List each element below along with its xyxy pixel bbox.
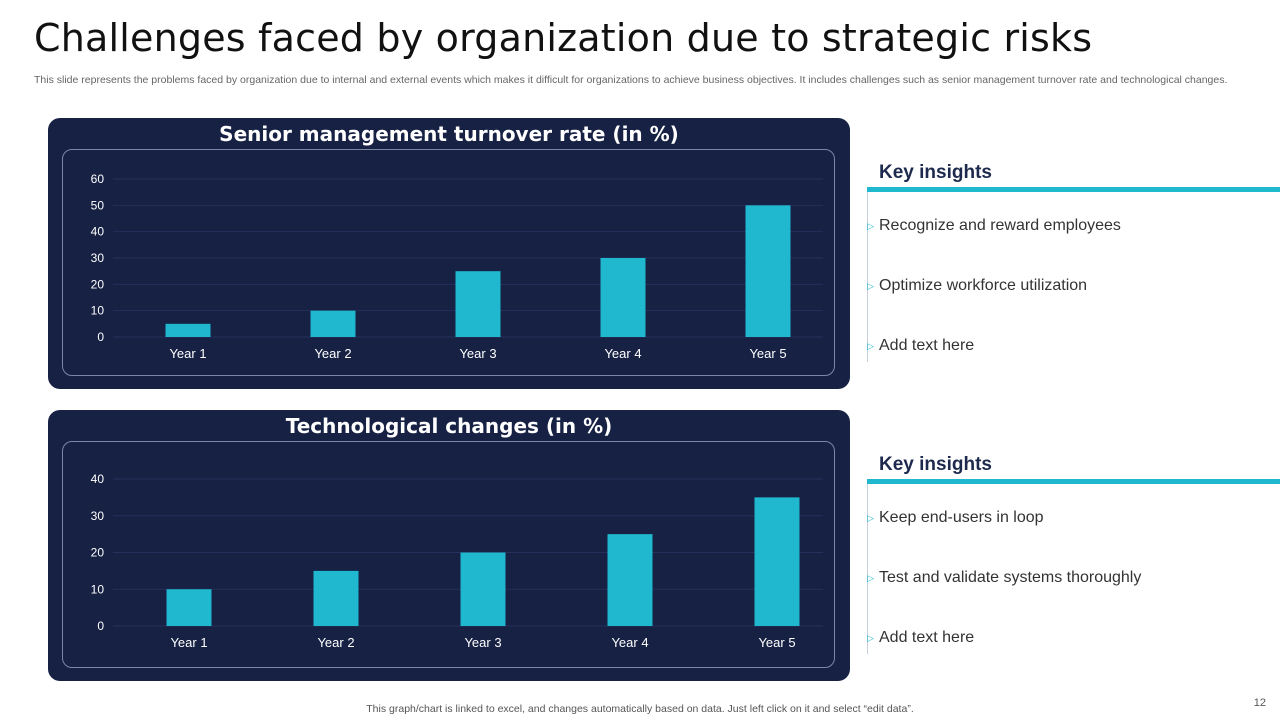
insight-text: Test and validate systems thoroughly xyxy=(879,569,1142,586)
y-tick-label: 40 xyxy=(91,472,105,486)
key-insights-turnover: Key insights ▷ Recognize and reward empl… xyxy=(867,160,1280,370)
x-tick-label: Year 3 xyxy=(464,635,501,650)
x-tick-label: Year 2 xyxy=(317,635,354,650)
insight-item: ▷ Optimize workforce utilization xyxy=(867,277,1087,295)
x-tick-label: Year 4 xyxy=(611,635,648,650)
x-tick-label: Year 3 xyxy=(459,346,496,361)
triangle-bullet-icon: ▷ xyxy=(867,341,874,351)
page-number: 12 xyxy=(1253,697,1266,709)
key-insights-technology: Key insights ▷ Keep end-users in loop ▷ … xyxy=(867,452,1280,662)
triangle-bullet-icon: ▷ xyxy=(867,633,874,643)
insights-heading: Key insights xyxy=(879,454,992,475)
triangle-bullet-icon: ▷ xyxy=(867,281,874,291)
insight-text: Add text here xyxy=(879,629,975,646)
y-tick-label: 10 xyxy=(91,304,105,318)
insight-text: Add text here xyxy=(879,337,975,354)
insight-item: ▷ Test and validate systems thoroughly xyxy=(867,569,1141,587)
y-tick-label: 20 xyxy=(91,546,105,560)
x-tick-label: Year 2 xyxy=(314,346,351,361)
x-tick-label: Year 5 xyxy=(758,635,795,650)
tech-chart-frame: 0 10 20 30 40 Year 1 Year 2 Year 3 Year 4 Year 5 xyxy=(62,441,835,668)
bar[interactable] xyxy=(745,205,791,337)
triangle-bullet-icon: ▷ xyxy=(867,513,874,523)
y-tick-label: 0 xyxy=(97,330,104,344)
insights-accent-bar xyxy=(867,479,1280,484)
y-tick-label: 30 xyxy=(91,251,105,265)
x-tick-label: Year 1 xyxy=(169,346,206,361)
bar[interactable] xyxy=(600,258,646,337)
bar[interactable] xyxy=(754,497,800,626)
x-tick-label: Year 5 xyxy=(749,346,786,361)
bar[interactable] xyxy=(455,271,501,337)
slide-title: Challenges faced by organization due to … xyxy=(34,16,1093,60)
insight-text: Recognize and reward employees xyxy=(879,217,1121,234)
bar[interactable] xyxy=(166,589,212,626)
bar[interactable] xyxy=(165,323,211,337)
turnover-chart-frame: 0 10 20 30 40 50 60 Year 1 Year 2 Year 3 Year 4 Yea… xyxy=(62,149,835,376)
insights-accent-bar xyxy=(867,187,1280,192)
x-tick-label: Year 4 xyxy=(604,346,641,361)
footer-note: This graph/chart is linked to excel, and… xyxy=(366,703,914,715)
bar[interactable] xyxy=(460,552,506,627)
y-tick-label: 0 xyxy=(97,619,104,633)
bar[interactable] xyxy=(313,570,359,626)
bar[interactable] xyxy=(310,310,356,337)
tech-chart-title: Technological changes (in %) xyxy=(285,414,613,438)
insight-item: ▷ Recognize and reward employees xyxy=(867,217,1121,235)
turnover-chart-title: Senior management turnover rate (in %) xyxy=(219,122,679,146)
x-tick-label: Year 1 xyxy=(170,635,207,650)
insight-text: Keep end-users in loop xyxy=(879,509,1044,526)
triangle-bullet-icon: ▷ xyxy=(867,573,874,583)
y-tick-label: 50 xyxy=(91,198,105,212)
insight-item: ▷ Keep end-users in loop xyxy=(867,509,1044,527)
turnover-chart-plot[interactable]: 0 10 20 30 40 50 60 Year 1 Year 2 Year 3 Year 4 Yea… xyxy=(63,150,836,377)
insight-item: ▷ Add text here xyxy=(867,629,974,647)
slide-subtitle: This slide represents the problems faced… xyxy=(34,74,1228,86)
insight-item: ▷ Add text here xyxy=(867,337,974,355)
y-tick-label: 20 xyxy=(91,277,105,291)
tech-chart-panel: Technological changes (in %) 0 10 20 30 40 Ye… xyxy=(48,410,850,681)
insight-text: Optimize workforce utilization xyxy=(879,277,1088,294)
insights-divider xyxy=(867,192,868,362)
bar[interactable] xyxy=(607,534,653,626)
insights-divider xyxy=(867,484,868,654)
y-tick-label: 40 xyxy=(91,225,105,239)
triangle-bullet-icon: ▷ xyxy=(867,221,874,231)
tech-chart-plot[interactable]: 0 10 20 30 40 Year 1 Year 2 Year 3 Year 4 Year 5 xyxy=(63,442,836,669)
y-tick-label: 60 xyxy=(91,172,105,186)
y-tick-label: 10 xyxy=(91,582,105,596)
turnover-chart-panel: Senior management turnover rate (in %) 0… xyxy=(48,118,850,389)
insights-heading: Key insights xyxy=(879,162,992,183)
y-tick-label: 30 xyxy=(91,509,105,523)
